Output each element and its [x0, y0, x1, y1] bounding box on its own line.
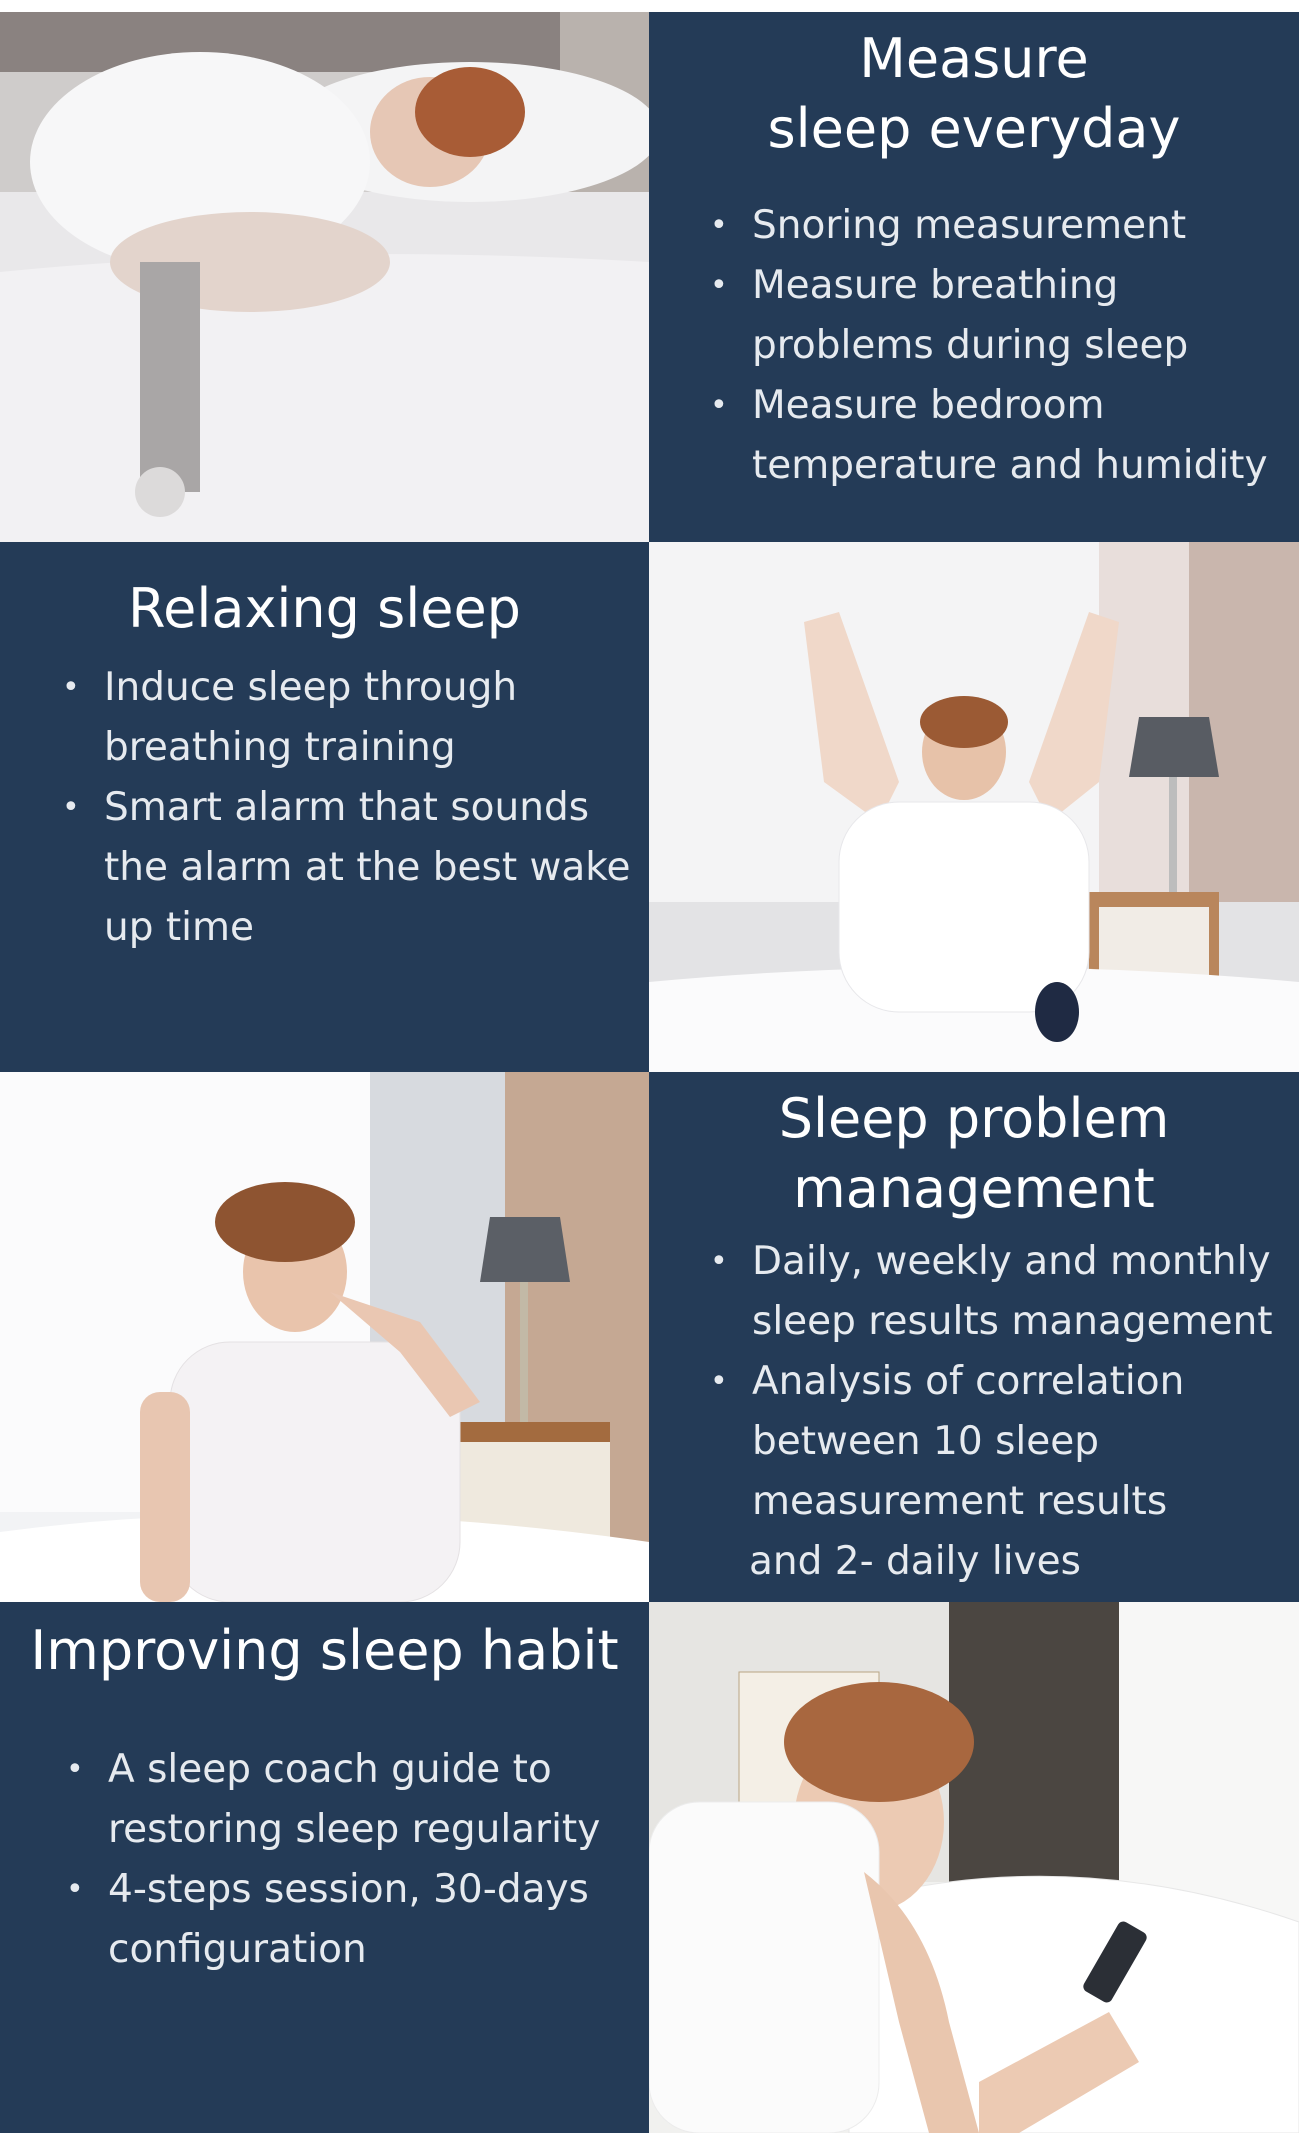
list-item: • Analysis of correlation between 10 sleep…	[710, 1352, 1299, 1532]
bullet-icon: •	[710, 268, 728, 303]
list-item: • 4-steps session, 30-days configuration	[66, 1860, 649, 1980]
bullet-icon: •	[66, 1752, 84, 1787]
relaxing-sleep-panel: Relaxing sleep • Induce sleep through brea…	[0, 542, 649, 1072]
bullet-list: • Snoring measurement • Measure breathing p…	[649, 196, 1299, 496]
bullet-list: • Daily, weekly and monthly sleep results …	[649, 1232, 1299, 1532]
title-line: sleep everyday	[767, 97, 1181, 160]
list-line: between 10 sleep	[752, 1419, 1099, 1464]
list-line: 4-steps session, 30-days	[108, 1867, 589, 1912]
list-line: Induce sleep through	[104, 665, 518, 710]
bullet-list: • A sleep coach guide to restoring sleep r…	[0, 1740, 649, 1980]
title-line: management	[793, 1157, 1155, 1220]
improving-sleep-habit-panel: Improving sleep habit • A sleep coach gui…	[0, 1602, 649, 2133]
list-item: • Measure breathing problems during sleep	[710, 256, 1299, 376]
title-line: Sleep problem	[778, 1087, 1170, 1150]
list-line: Analysis of correlation	[752, 1359, 1185, 1404]
list-item: • A sleep coach guide to restoring sleep r…	[66, 1740, 649, 1860]
list-line: problems during sleep	[752, 323, 1189, 368]
list-line: temperature and humidity	[752, 443, 1268, 488]
list-line: Measure bedroom	[752, 383, 1105, 428]
list-line: configuration	[108, 1927, 367, 1972]
list-line: Snoring measurement	[752, 203, 1187, 248]
panel-title: Sleep problem management	[649, 1084, 1299, 1224]
bullet-icon: •	[710, 1364, 728, 1399]
bullet-icon: •	[62, 790, 80, 825]
bullet-icon: •	[710, 1244, 728, 1279]
list-line: measurement results	[752, 1479, 1168, 1524]
feature-grid: Measure sleep everyday • Snoring measurem…	[0, 12, 1299, 2133]
list-line: A sleep coach guide to	[108, 1747, 552, 1792]
title-line: Relaxing sleep	[128, 577, 521, 640]
panel-title: Measure sleep everyday	[649, 24, 1299, 164]
list-line: the alarm at the best wake	[104, 845, 631, 890]
list-line: Daily, weekly and monthly	[752, 1239, 1271, 1284]
man-neck-pain-photo	[0, 1072, 649, 1602]
list-line: Smart alarm that sounds	[104, 785, 590, 830]
bullet-icon: •	[710, 388, 728, 423]
measure-sleep-panel: Measure sleep everyday • Snoring measurem…	[649, 12, 1299, 542]
list-item: • Smart alarm that sounds the alarm at the…	[62, 778, 649, 958]
list-item: • Induce sleep through breathing training	[62, 658, 649, 778]
list-item: • Snoring measurement	[710, 196, 1299, 256]
bullet-icon: •	[710, 208, 728, 243]
panel-title: Relaxing sleep	[0, 574, 649, 644]
bullet-list: • Induce sleep through breathing training …	[0, 658, 649, 958]
trailing-line: and 2- daily lives	[749, 1539, 1081, 1584]
panel-title: Improving sleep habit	[0, 1616, 649, 1686]
bullet-icon: •	[66, 1872, 84, 1907]
man-sleeping-photo	[0, 12, 649, 542]
list-line: restoring sleep regularity	[108, 1807, 601, 1852]
sleep-problem-panel: Sleep problem management • Daily, weekly …	[649, 1072, 1299, 1602]
title-line: Measure	[859, 27, 1089, 90]
bullet-icon: •	[62, 670, 80, 705]
man-stretching-photo	[649, 542, 1299, 1072]
list-line: sleep results management	[752, 1299, 1273, 1344]
list-line: up time	[104, 905, 254, 950]
title-line: Improving sleep habit	[30, 1619, 619, 1682]
list-item: • Measure bedroom temperature and humidity	[710, 376, 1299, 496]
list-item: • Daily, weekly and monthly sleep results …	[710, 1232, 1299, 1352]
man-using-phone-photo	[649, 1602, 1299, 2133]
list-line: breathing training	[104, 725, 456, 770]
list-line: Measure breathing	[752, 263, 1119, 308]
